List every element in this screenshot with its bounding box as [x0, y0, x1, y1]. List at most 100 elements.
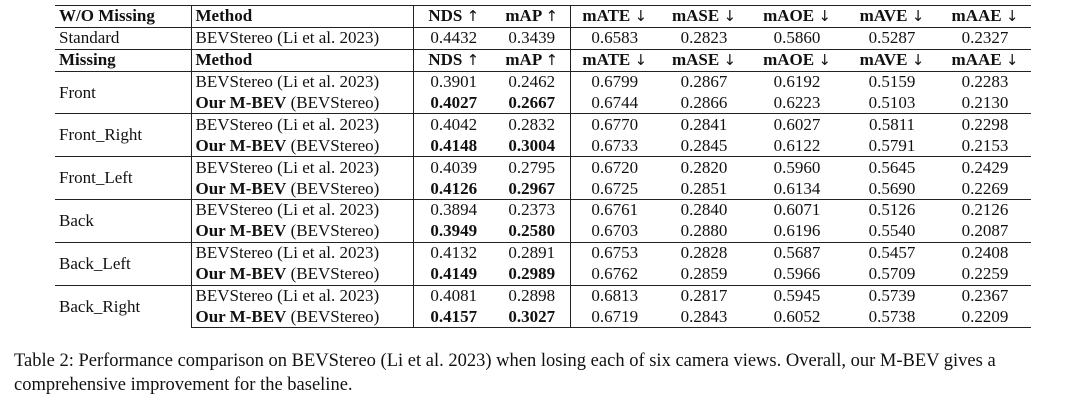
metric-value: 0.6192	[773, 72, 821, 92]
metric-value: 0.5645	[845, 156, 939, 179]
method-name-suffix: (BEVStereo)	[286, 221, 380, 241]
metric-value: 0.5457	[845, 241, 939, 264]
metric-name: mAVE	[859, 6, 912, 26]
metric-value: 0.2823	[680, 28, 728, 48]
metric-name: mAVE	[859, 50, 912, 70]
metric-value: 0.5791	[868, 135, 916, 155]
arrow-down-icon: ↓	[634, 7, 648, 26]
arrow-down-icon: ↓	[634, 51, 648, 70]
metric-value: 0.5860	[773, 28, 821, 48]
baseline-row: Front BEVStereo (Li et al. 2023) 0.3901 0.2…	[55, 71, 1031, 114]
ours-row: Our M-BEV (BEVStereo) 0.4157 0.3027 0.6719 0…	[55, 306, 1031, 329]
metric-value: 0.5690	[868, 178, 916, 198]
metric-value: 0.6223	[773, 93, 821, 112]
baseline-row: Back_Right BEVStereo (Li et al. 2023) 0.40…	[55, 284, 1031, 328]
metric-value: 0.4148	[430, 135, 478, 155]
group-label: Standard	[55, 27, 192, 50]
metric-value: 0.5945	[749, 284, 845, 307]
metric-value: 0.3027	[494, 306, 571, 329]
metric-value: 0.6753	[570, 241, 659, 264]
metric-value: 0.6703	[591, 221, 639, 241]
metric-value: 0.6770	[570, 113, 659, 136]
arrow-up-icon: ↑	[545, 7, 559, 26]
table-caption: Table 2: Performance comparison on BEVSt…	[14, 351, 996, 395]
metric-value: 0.3894	[413, 199, 494, 221]
arrow-down-icon: ↓	[723, 51, 737, 70]
metric-value: 0.2967	[494, 178, 571, 200]
metric-value: 0.2580	[494, 220, 571, 243]
metric-column-header: mASE ↓	[659, 5, 749, 28]
missing-view-label: Front_Left	[55, 156, 192, 200]
metric-value: 0.3901	[430, 72, 478, 92]
baseline-row: Front_Right BEVStereo (Li et al. 2023) 0.4…	[55, 113, 1031, 157]
arrow-down-icon: ↓	[723, 7, 737, 26]
method-name: BEVStereo (Li et al. 2023)	[191, 27, 414, 50]
metric-value: 0.3004	[494, 135, 571, 157]
metric-column-header: mAP ↑	[494, 5, 571, 28]
method-name-bold: Our M-BEV	[195, 178, 287, 198]
metric-value: 0.3949	[430, 221, 478, 241]
missing-header-row: Missing Method NDS ↑ mAP ↑ mATE ↓ mASE ↓ mAOE …	[55, 48, 1031, 72]
metric-value: 0.5966	[773, 264, 821, 284]
metric-value: 0.5126	[845, 199, 939, 221]
metric-value: 0.5960	[749, 156, 845, 179]
metric-value: 0.6744	[591, 93, 639, 112]
metric-value: 0.2820	[659, 156, 749, 179]
metric-value: 0.6122	[773, 135, 821, 155]
metric-value: 0.2283	[961, 72, 1009, 92]
method-name-bold: Our M-BEV	[195, 93, 287, 112]
arrow-down-icon: ↓	[1005, 51, 1019, 70]
metric-value: 0.2832	[494, 113, 571, 136]
method-name-suffix: (BEVStereo)	[286, 306, 380, 326]
metric-value: 0.4157	[413, 306, 494, 329]
metric-value: 0.5287	[868, 28, 916, 48]
metric-value: 0.6583	[591, 28, 639, 48]
ours-row: Our M-BEV (BEVStereo) 0.4027 0.2667 0.6744 0…	[55, 92, 1031, 114]
metric-value: 0.6720	[570, 156, 659, 179]
metric-name: mAOE	[763, 50, 819, 70]
arrow-down-icon: ↓	[818, 7, 831, 26]
metric-column-header: mAP ↑	[494, 48, 571, 72]
metric-value: 0.2259	[961, 264, 1009, 284]
metric-name: mATE	[582, 6, 635, 26]
metric-value: 0.5159	[868, 72, 916, 92]
metric-value: 0.2327	[961, 28, 1009, 48]
metric-value: 0.2667	[494, 92, 571, 114]
arrow-up-icon: ↑	[466, 51, 480, 70]
metric-value: 0.2209	[939, 306, 1031, 329]
metric-name: mATE	[582, 50, 635, 70]
metric-value: 0.2373	[494, 199, 571, 221]
metric-column-header: mATE ↓	[570, 5, 659, 28]
metric-value: 0.6733	[591, 135, 639, 155]
method-name: BEVStereo (Li et al. 2023)	[191, 199, 414, 221]
baseline-row: Front_Left BEVStereo (Li et al. 2023) 0.40…	[55, 156, 1031, 200]
metric-name: NDS	[428, 50, 467, 70]
metric-name: NDS	[428, 6, 467, 26]
metric-name: mASE	[671, 6, 724, 26]
metric-value: 0.5738	[845, 306, 939, 329]
metric-value: 0.2817	[659, 284, 749, 307]
metric-value: 0.4132	[413, 241, 494, 264]
method-name-bold: Our M-BEV	[195, 306, 287, 326]
metric-column-header: mASE ↓	[659, 48, 749, 72]
metric-column-header: mAVE ↓	[845, 48, 939, 72]
metric-name: mAAE	[951, 50, 1006, 70]
metric-value: 0.2130	[961, 93, 1009, 112]
metric-value: 0.6761	[570, 199, 659, 221]
missing-view-label: Front_Right	[55, 113, 192, 157]
method-name-suffix: (BEVStereo)	[286, 264, 380, 284]
metric-column-header: mATE ↓	[570, 48, 659, 72]
metric-value: 0.5811	[845, 113, 939, 136]
metric-value: 0.2429	[939, 156, 1031, 179]
metric-value: 0.4081	[413, 284, 494, 307]
metric-column-header: mAVE ↓	[845, 5, 939, 28]
group-column-header: W/O Missing	[55, 5, 192, 28]
wo-missing-header-row: W/O Missing Method NDS ↑ mAP ↑ mATE ↓ mASE ↓ m…	[55, 5, 1031, 28]
metric-value: 0.2795	[494, 156, 571, 179]
method-name-suffix: (BEVStereo)	[286, 178, 380, 198]
arrow-up-icon: ↑	[545, 51, 559, 70]
method-name: BEVStereo (Li et al. 2023)	[191, 156, 414, 179]
missing-view-label: Back_Left	[55, 241, 192, 286]
metric-value: 0.2859	[680, 264, 728, 284]
metric-value: 0.2898	[494, 284, 571, 307]
